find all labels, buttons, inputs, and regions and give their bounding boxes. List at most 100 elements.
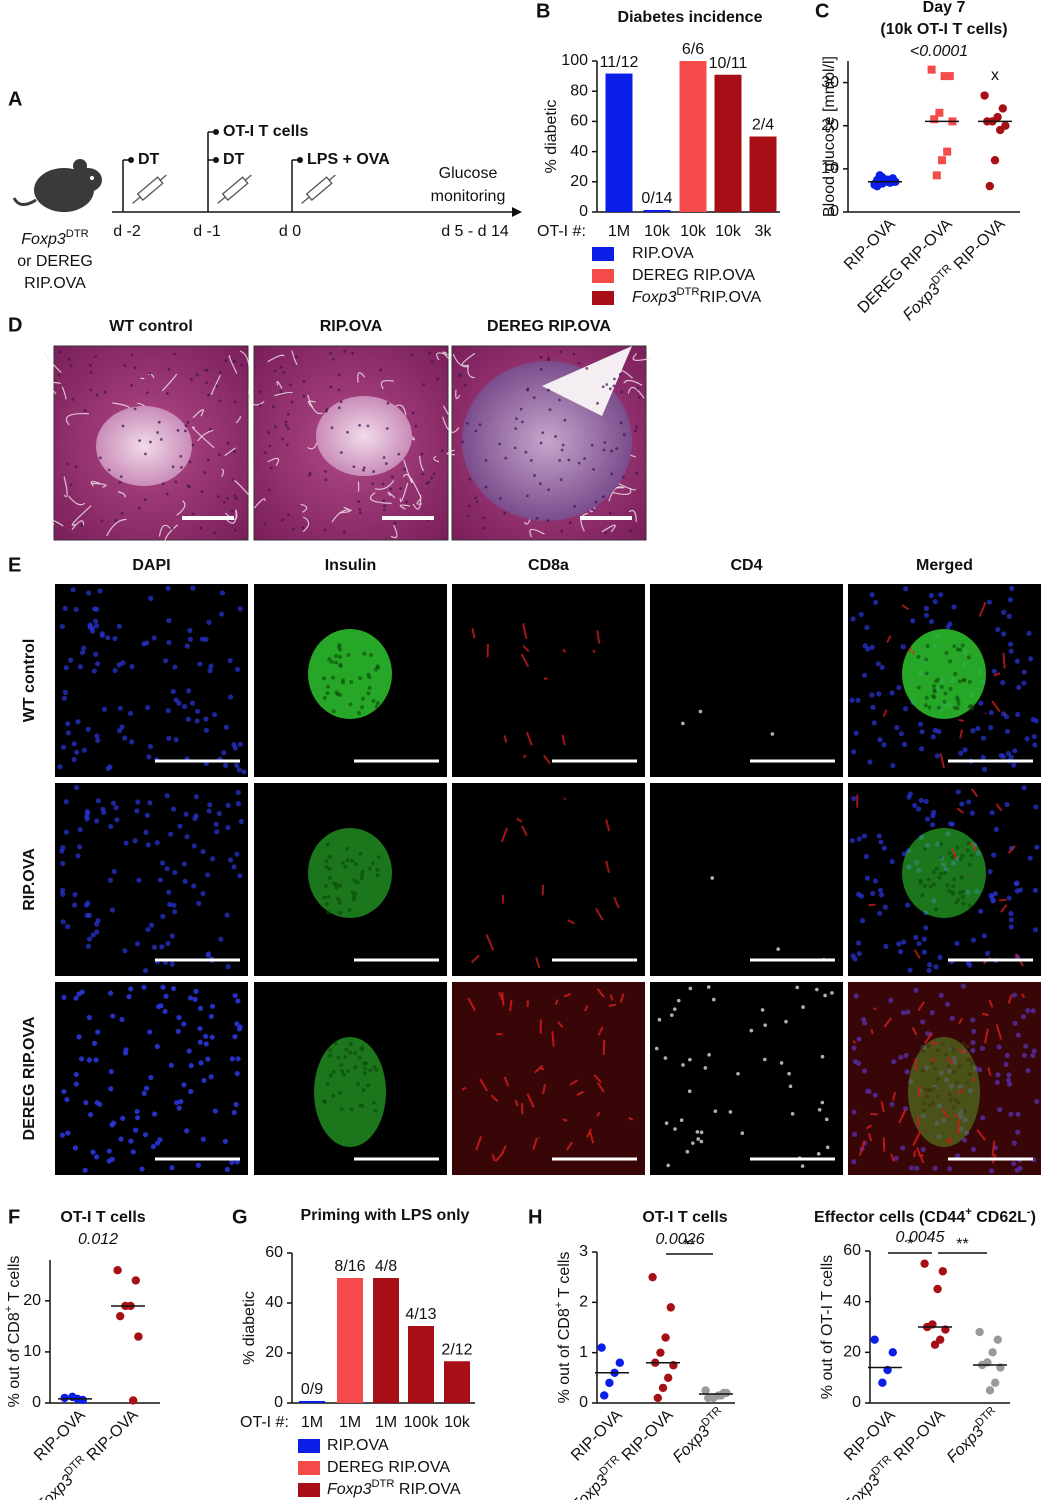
insulin-granule [938, 855, 943, 860]
tissue-line [50, 381, 61, 395]
bar [643, 210, 671, 212]
nucleus [267, 488, 271, 492]
dapi-nucleus [144, 1085, 150, 1091]
dapi-nucleus [64, 1096, 70, 1103]
insulin-granule [331, 1069, 336, 1074]
dapi-nucleus [864, 875, 871, 881]
nucleus [622, 433, 626, 436]
dapi-nucleus [122, 948, 128, 954]
dapi-nucleus [72, 892, 78, 898]
dapi-nucleus [1016, 684, 1022, 690]
cd8-cell [609, 994, 614, 1001]
dapi-nucleus [852, 956, 858, 962]
nucleus [69, 483, 73, 487]
dapi-nucleus [992, 891, 998, 897]
dapi-nucleus [181, 1082, 187, 1088]
insulin-granule [323, 883, 328, 888]
dapi-nucleus [954, 1153, 961, 1159]
dapi-nucleus [1015, 1032, 1021, 1038]
dapi-nucleus [132, 1127, 139, 1133]
dapi-nucleus [1008, 648, 1014, 654]
dapi-nucleus [85, 943, 92, 949]
cd8-cell [951, 848, 958, 860]
tissue-line [370, 492, 392, 504]
nucleus [358, 423, 362, 427]
nucleus [184, 424, 188, 428]
dapi-nucleus [206, 808, 212, 814]
nucleus [165, 392, 169, 395]
insulin-granule [966, 1057, 971, 1062]
cd8-cell [541, 884, 545, 896]
stain-layer [654, 985, 834, 1168]
data-point [920, 1259, 929, 1268]
cd8-cell [596, 1082, 605, 1093]
y-tick-label: 0 [579, 203, 588, 220]
cd8-cell [912, 1129, 922, 1147]
nucleus [200, 490, 204, 493]
cd8-cell [521, 825, 528, 837]
stain-layer [471, 623, 601, 765]
dapi-nucleus [954, 940, 960, 947]
data-point [932, 171, 941, 180]
cd8-cell [537, 1136, 540, 1139]
insulin-granule [338, 883, 343, 888]
row-title: DEREG RIP.OVA [21, 1016, 38, 1140]
data-point [129, 1396, 138, 1405]
tissue-line [628, 509, 637, 522]
dapi-nucleus [173, 737, 179, 743]
dapi-nucleus [184, 643, 190, 649]
dapi-nucleus [1034, 844, 1040, 850]
nucleus [294, 355, 298, 359]
dapi-nucleus [212, 1108, 218, 1114]
cd8-cell [562, 1118, 568, 1122]
dapi-nucleus [970, 1047, 976, 1054]
cd8-cell [1003, 712, 1007, 715]
insulin-granule [958, 857, 963, 862]
insulin-granule [932, 684, 937, 689]
cd4-cell [801, 1005, 805, 1009]
bar [373, 1278, 399, 1403]
dapi-nucleus [934, 753, 940, 759]
dapi-nucleus [112, 635, 118, 642]
dapi-nucleus [997, 1107, 1003, 1113]
nucleus [343, 349, 347, 353]
cd8-cell [532, 1137, 538, 1150]
dapi-nucleus [126, 994, 132, 1000]
nucleus [520, 420, 524, 424]
dapi-nucleus [192, 815, 198, 822]
dapi-nucleus [162, 1008, 168, 1015]
insulin-granule [952, 877, 957, 882]
dapi-nucleus [241, 769, 247, 775]
mouse-label: Foxp3DTR [21, 228, 88, 248]
dapi-nucleus [994, 1079, 1000, 1085]
cd4-cell [679, 1118, 684, 1122]
syringe-plunger [328, 174, 336, 181]
insulin-granule [953, 1097, 958, 1102]
dapi-nucleus [196, 900, 202, 907]
dapi-nucleus [234, 851, 240, 857]
insulin-granule [946, 1064, 951, 1069]
nucleus [403, 467, 407, 471]
nucleus [612, 384, 616, 388]
stain-layer [849, 585, 1039, 772]
duct [542, 346, 632, 416]
dapi-nucleus [238, 818, 244, 825]
dapi-nucleus [86, 1057, 92, 1063]
nucleus [592, 467, 596, 471]
dapi-nucleus [219, 590, 226, 596]
column-title: CD8a [528, 557, 569, 574]
tissue-line [191, 426, 215, 449]
dapi-nucleus [120, 1115, 126, 1122]
nucleus [263, 522, 267, 526]
dapi-nucleus [136, 877, 142, 883]
nucleus [88, 363, 92, 367]
dapi-nucleus [933, 964, 939, 970]
cd8-cell [1002, 652, 1006, 669]
insulin-granule [328, 1048, 333, 1053]
insulin-islet [308, 828, 392, 918]
dapi-nucleus [77, 844, 83, 850]
nucleus [605, 383, 609, 386]
data-point [996, 125, 1005, 135]
insulin-granule [943, 1052, 948, 1057]
dapi-nucleus [913, 934, 919, 941]
